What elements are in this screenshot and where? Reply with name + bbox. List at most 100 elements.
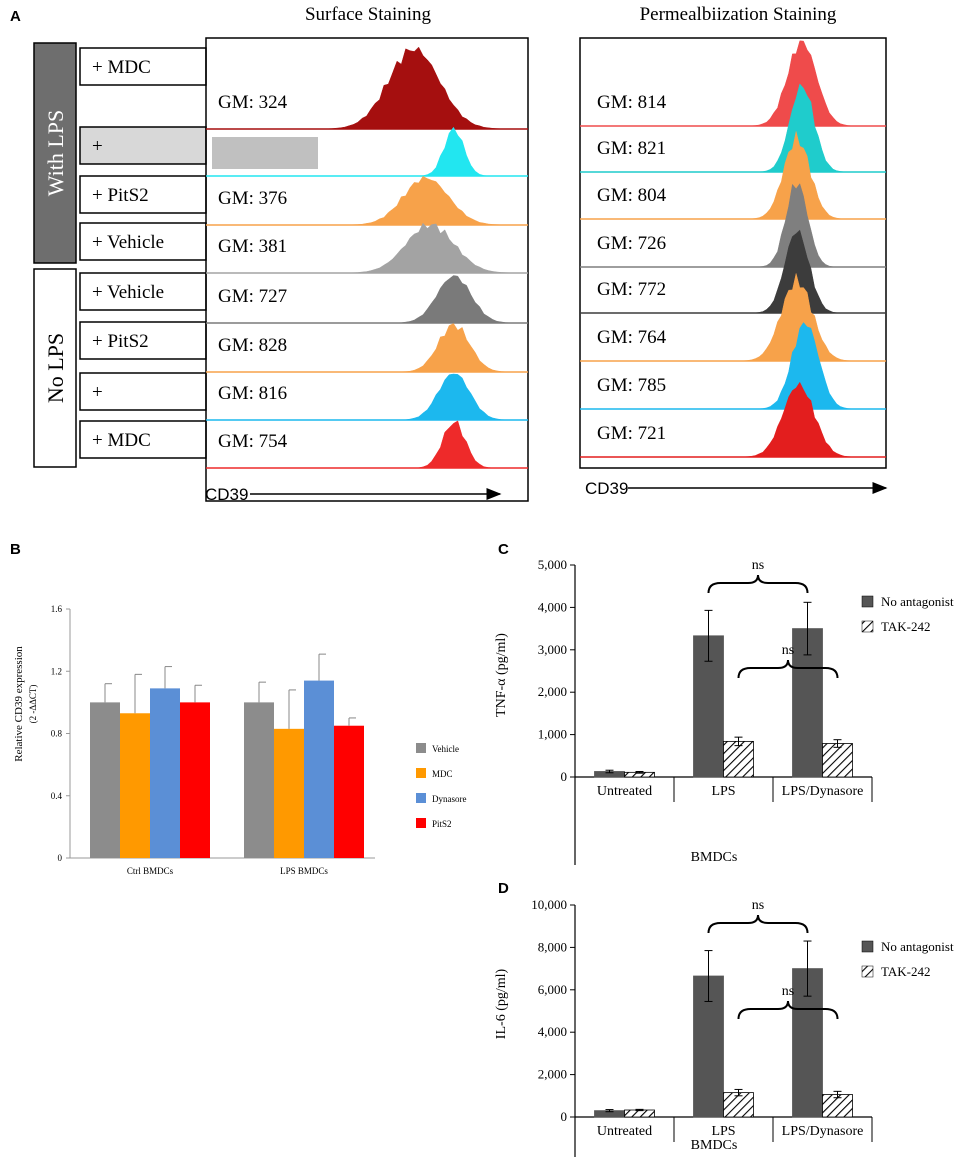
surface-gm-value: GM: 727 [218, 286, 287, 307]
row-label-box [79, 420, 207, 459]
surface-histogram [310, 175, 511, 226]
b-ytick-label: 0 [58, 853, 63, 863]
permeabilization-staining-title: Permealbiization Staining [640, 4, 837, 25]
d-xlabel: BMDCs [691, 1138, 738, 1153]
panel-label-c: C [498, 541, 509, 558]
permeabilization-histogram-frame [579, 37, 887, 469]
c-legend-swatch [861, 620, 874, 633]
perm-cd39-axis-label: CD39 [585, 479, 628, 498]
row-label-box [79, 222, 207, 261]
surface-histogram [310, 323, 511, 373]
surface-histogram [310, 222, 511, 274]
b-legend-swatch [416, 818, 426, 828]
c-ylabel: TNF-α (pg/ml) [494, 633, 509, 717]
no-lps-group-box [33, 268, 77, 468]
d-legend-label: TAK-242 [881, 964, 931, 979]
b-bar-vehicle [90, 702, 120, 858]
perm-gm-value: GM: 772 [597, 279, 666, 300]
c-bar-tak-242 [723, 740, 754, 778]
c-ytick-label: 4,000 [538, 599, 567, 614]
surface-histogram [310, 126, 510, 177]
d-ytick-label: 2,000 [538, 1067, 567, 1082]
surface-histogram [310, 275, 511, 324]
surface-histogram [310, 420, 510, 469]
b-ylabel-sub: (2 -ΔΔCT) [28, 685, 38, 724]
b-legend-label: Dynasore [432, 794, 467, 804]
c-legend-label: TAK-242 [881, 619, 931, 634]
b-bar-vehicle [244, 702, 274, 858]
perm-gm-value: GM: 764 [597, 327, 667, 348]
row-label: + PitS2 [92, 185, 149, 206]
d-ns-label: ns [782, 984, 794, 999]
b-bar-dynasore [304, 680, 334, 858]
c-significance-bracket [737, 659, 839, 679]
row-label-box [79, 47, 207, 86]
c-xlabel: BMDCs [691, 850, 738, 865]
d-category-label: LPS/Dynasore [782, 1124, 864, 1139]
panel-c: C TNF-α (pg/ml) BMDCs 0 1,000 2,000 3,000 4,… [494, 541, 954, 865]
no-lps-group-label: No LPS [43, 333, 68, 403]
b-bar-mdc [120, 713, 150, 858]
perm-gm-value: GM: 804 [597, 185, 667, 206]
surface-staining-title: Surface Staining [305, 4, 432, 25]
c-significance-bracket [707, 574, 809, 594]
c-ns-label: ns [782, 643, 794, 658]
b-ytick-label: 1.6 [51, 604, 63, 614]
d-bar-tak-242 [723, 1092, 754, 1118]
panel-b: B Relative CD39 expression (2 -ΔΔCT) 0 0.… [10, 541, 467, 876]
c-ytick-label: 5,000 [538, 557, 567, 572]
surface-cd39-axis-label: CD39 [205, 485, 248, 504]
panel-label-a: A [10, 8, 21, 25]
b-bar-dynasore [150, 688, 180, 858]
c-legend-label: No antagonist [881, 594, 954, 609]
surface-histogram [310, 373, 511, 421]
b-ytick-label: 1.2 [51, 666, 62, 676]
b-bar-mdc [274, 728, 304, 858]
c-ns-label: ns [752, 558, 764, 573]
panel-a: A Surface Staining Permealbiization Stai… [10, 4, 888, 504]
d-significance-bracket [737, 1000, 839, 1020]
surface-gm-value: GM: 376 [218, 188, 287, 209]
c-category-label: LPS/Dynasore [782, 784, 864, 799]
c-bar-tak-242 [822, 743, 853, 778]
d-ytick-label: 6,000 [538, 982, 567, 997]
b-category-label: Ctrl BMDCs [127, 866, 174, 876]
b-ylabel: Relative CD39 expression [13, 646, 25, 762]
row-label: + MDC [92, 57, 151, 78]
surface-gm-value: GM: 381 [218, 236, 287, 257]
perm-histogram [700, 40, 870, 127]
c-ytick-label: 3,000 [538, 642, 567, 657]
d-legend-swatch [861, 965, 874, 978]
b-legend-label: MDC [432, 769, 453, 779]
d-ytick-label: 4,000 [538, 1024, 567, 1039]
row-label-box [79, 372, 207, 411]
surface-gm-value: GM: 828 [218, 335, 287, 356]
d-legend-label: No antagonist [881, 939, 954, 954]
surface-gm-value: GM: 816 [218, 383, 287, 404]
c-legend-swatch [861, 595, 874, 608]
panel-label-b: B [10, 541, 21, 558]
surface-gm-value: GM: 754 [218, 431, 288, 452]
row-label: + [92, 136, 103, 157]
surface-gm-value: GM: 324 [218, 92, 288, 113]
d-ytick-label: 10,000 [531, 897, 567, 912]
surface-histogram-frame [205, 37, 529, 502]
with-lps-group-box [33, 42, 77, 264]
b-legend-swatch [416, 743, 426, 753]
b-legend-label: PitS2 [432, 819, 452, 829]
row-label: + [92, 382, 103, 403]
row-label: + PitS2 [92, 331, 149, 352]
b-ytick-label: 0.8 [51, 729, 63, 739]
row-label-box [79, 175, 207, 214]
d-ytick-label: 0 [561, 1109, 568, 1124]
panel-label-d: D [498, 880, 509, 897]
c-ytick-label: 1,000 [538, 727, 567, 742]
b-ytick-label: 0.4 [51, 791, 63, 801]
redacted-gm-box [212, 137, 318, 169]
b-category-label: LPS BMDCs [280, 866, 328, 876]
perm-gm-value: GM: 785 [597, 375, 666, 396]
row-label: + Vehicle [92, 282, 164, 303]
surface-histogram [310, 46, 511, 130]
with-lps-group-label: With LPS [43, 110, 68, 197]
